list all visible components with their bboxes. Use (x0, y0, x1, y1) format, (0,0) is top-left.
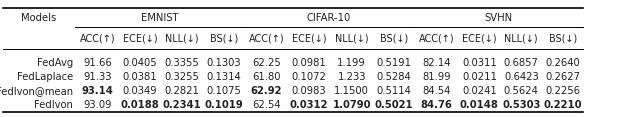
Text: 0.6423: 0.6423 (504, 72, 539, 82)
Text: NLL(↓): NLL(↓) (165, 33, 199, 43)
Text: BS(↓): BS(↓) (380, 33, 408, 43)
Text: 84.54: 84.54 (422, 86, 451, 96)
Text: BS(↓): BS(↓) (549, 33, 577, 43)
Text: 62.25: 62.25 (252, 58, 281, 68)
Text: 0.5303: 0.5303 (502, 100, 540, 110)
Text: 1.0790: 1.0790 (332, 100, 371, 110)
Text: 91.66: 91.66 (83, 58, 112, 68)
Text: BS(↓): BS(↓) (210, 33, 238, 43)
Text: 0.5191: 0.5191 (377, 58, 412, 68)
Text: 0.1303: 0.1303 (207, 58, 241, 68)
Text: FedLaplace: FedLaplace (17, 72, 73, 82)
Text: ACC(↑): ACC(↑) (249, 33, 284, 43)
Text: 62.92: 62.92 (251, 86, 282, 96)
Text: EMNIST: EMNIST (141, 13, 178, 23)
Text: 0.1019: 0.1019 (205, 100, 243, 110)
Text: 0.2821: 0.2821 (164, 86, 200, 96)
Text: 0.1314: 0.1314 (207, 72, 241, 82)
Text: 0.2627: 0.2627 (546, 72, 580, 82)
Text: 0.0188: 0.0188 (121, 100, 159, 110)
Text: 1.199: 1.199 (337, 58, 366, 68)
Text: 0.0981: 0.0981 (292, 58, 326, 68)
Text: 1.233: 1.233 (337, 72, 366, 82)
Text: 0.5114: 0.5114 (377, 86, 412, 96)
Text: ECE(↓): ECE(↓) (292, 33, 326, 43)
Text: 93.14: 93.14 (82, 86, 113, 96)
Text: 81.99: 81.99 (422, 72, 451, 82)
Text: 0.0211: 0.0211 (462, 72, 497, 82)
Text: SVHN: SVHN (484, 13, 513, 23)
Text: 0.2640: 0.2640 (546, 58, 580, 68)
Text: 0.2341: 0.2341 (163, 100, 202, 110)
Text: FedAvg: FedAvg (36, 58, 73, 68)
Text: CIFAR-10: CIFAR-10 (307, 13, 351, 23)
Text: 0.5021: 0.5021 (375, 100, 413, 110)
Text: 0.0312: 0.0312 (290, 100, 328, 110)
Text: NLL(↓): NLL(↓) (504, 33, 538, 43)
Text: 61.80: 61.80 (252, 72, 281, 82)
Text: 84.76: 84.76 (421, 100, 452, 110)
Text: ECE(↓): ECE(↓) (462, 33, 497, 43)
Text: ACC(↑): ACC(↑) (419, 33, 454, 43)
Text: 0.0405: 0.0405 (123, 58, 157, 68)
Text: 0.0311: 0.0311 (462, 58, 497, 68)
Text: 0.3355: 0.3355 (164, 58, 200, 68)
Text: 0.0381: 0.0381 (123, 72, 157, 82)
Text: 93.09: 93.09 (83, 100, 112, 110)
Text: Models: Models (21, 13, 57, 23)
Text: ACC(↑): ACC(↑) (80, 33, 115, 43)
Text: 1.1500: 1.1500 (334, 86, 369, 96)
Text: 0.2256: 0.2256 (546, 86, 580, 96)
Text: 82.14: 82.14 (422, 58, 451, 68)
Text: 0.0148: 0.0148 (460, 100, 499, 110)
Text: NLL(↓): NLL(↓) (335, 33, 369, 43)
Text: FedIvon: FedIvon (34, 100, 73, 110)
Text: FedIvon@mean: FedIvon@mean (0, 86, 73, 96)
Text: 0.3255: 0.3255 (164, 72, 200, 82)
Text: 0.1075: 0.1075 (207, 86, 241, 96)
Text: 62.54: 62.54 (252, 100, 281, 110)
Text: 0.0241: 0.0241 (462, 86, 497, 96)
Text: 0.0983: 0.0983 (292, 86, 326, 96)
Text: 0.1072: 0.1072 (292, 72, 326, 82)
Text: 0.2210: 0.2210 (544, 100, 582, 110)
Text: ECE(↓): ECE(↓) (123, 33, 157, 43)
Text: 0.6857: 0.6857 (504, 58, 539, 68)
Text: 0.5284: 0.5284 (377, 72, 412, 82)
Text: 0.5624: 0.5624 (504, 86, 539, 96)
Text: 0.0349: 0.0349 (123, 86, 157, 96)
Text: 91.33: 91.33 (83, 72, 112, 82)
